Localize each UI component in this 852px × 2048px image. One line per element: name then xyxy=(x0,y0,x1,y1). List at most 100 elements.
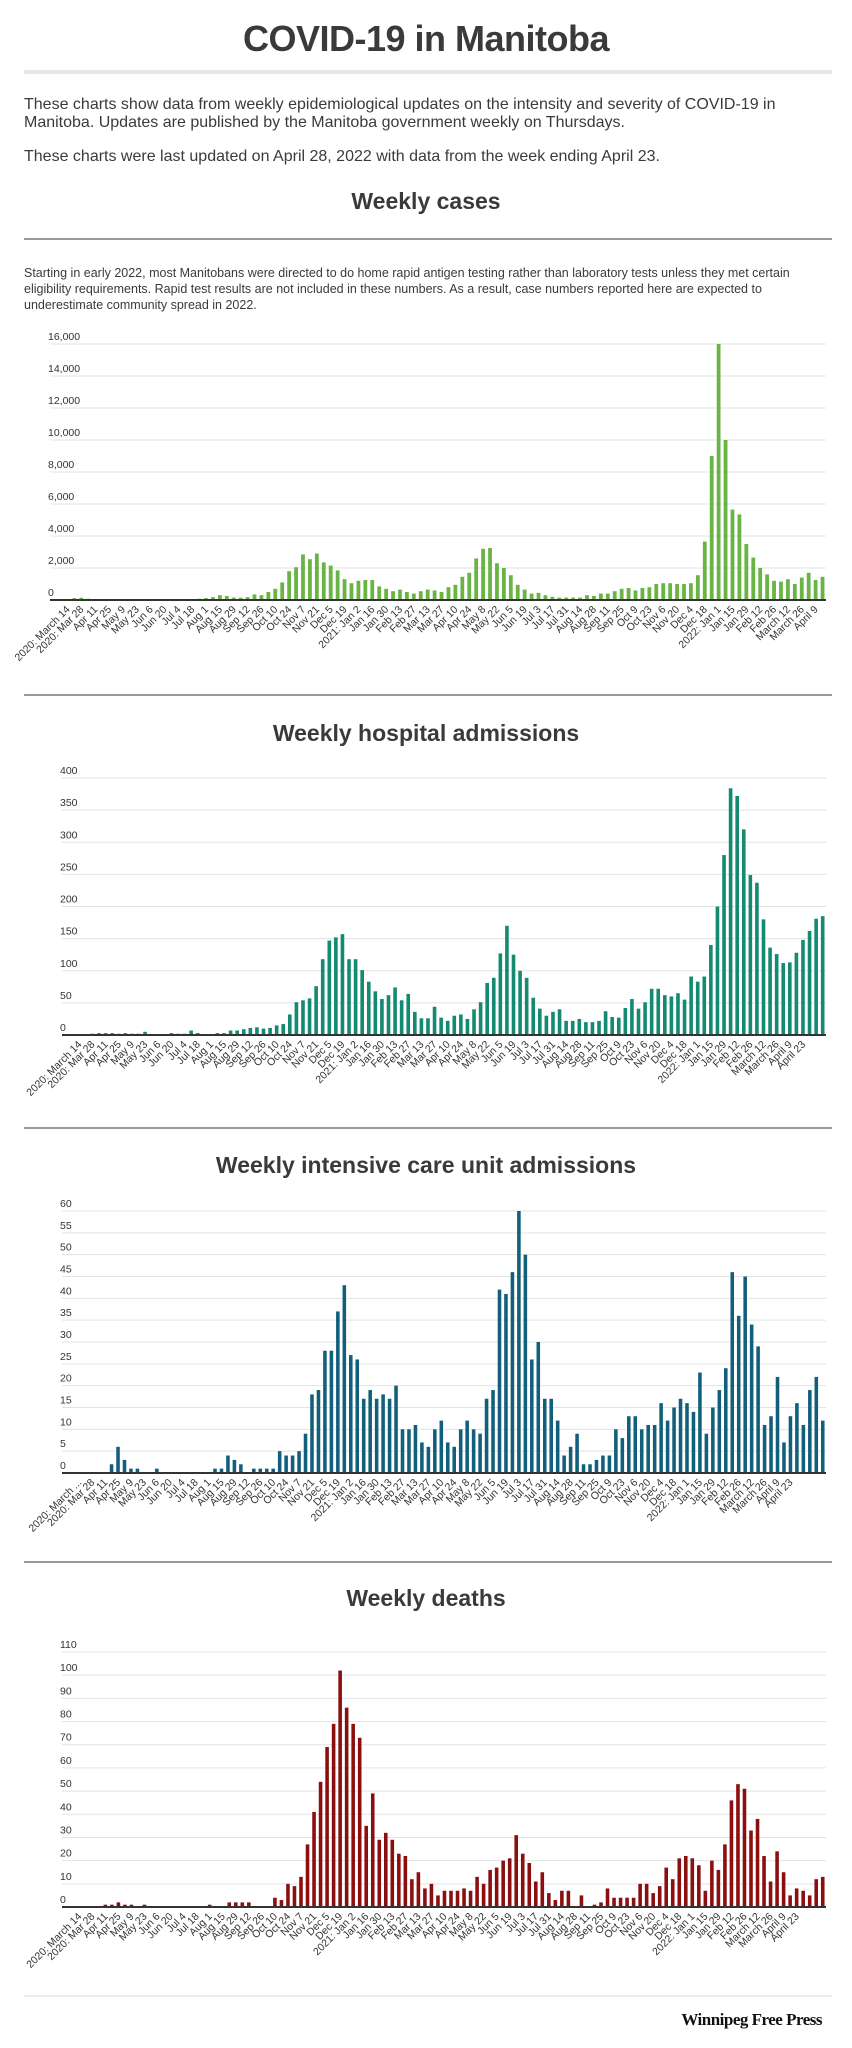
bar xyxy=(765,574,770,600)
bar xyxy=(820,916,825,1035)
bar xyxy=(135,1468,140,1473)
bar xyxy=(557,1009,562,1035)
y-tick-label: 60 xyxy=(60,1755,72,1767)
bar xyxy=(453,584,458,600)
bar xyxy=(601,1455,605,1473)
bar xyxy=(610,1017,614,1035)
bar xyxy=(261,1028,266,1035)
bar xyxy=(643,1002,647,1035)
bar xyxy=(390,1839,395,1907)
bar xyxy=(619,588,624,600)
bar xyxy=(814,918,818,1035)
bar xyxy=(633,1416,638,1473)
bar xyxy=(724,1368,728,1473)
bar xyxy=(429,1883,434,1907)
bar xyxy=(501,568,506,600)
bar xyxy=(691,1411,696,1473)
bar xyxy=(577,1018,582,1035)
bar xyxy=(768,1881,773,1907)
bar xyxy=(481,548,486,600)
bar xyxy=(460,576,465,600)
bar xyxy=(614,1429,618,1473)
y-tick-label: 14,000 xyxy=(48,363,80,375)
bar xyxy=(472,1009,476,1035)
bar xyxy=(605,593,610,600)
bar xyxy=(381,1394,385,1473)
bar xyxy=(465,1420,469,1473)
bar xyxy=(524,977,529,1035)
bar xyxy=(299,1876,303,1907)
bar xyxy=(416,1872,421,1907)
bar xyxy=(501,1860,505,1907)
bar xyxy=(398,589,402,600)
bar xyxy=(543,595,548,600)
bar xyxy=(742,1788,747,1907)
y-tick-label: 10 xyxy=(60,1871,72,1883)
bar xyxy=(685,1403,689,1473)
bar xyxy=(517,1211,521,1473)
bar xyxy=(370,580,375,600)
bar xyxy=(266,592,271,600)
bar xyxy=(646,1424,650,1473)
bar xyxy=(544,1015,549,1035)
bar xyxy=(644,1883,649,1907)
bar xyxy=(807,1895,812,1907)
bar xyxy=(638,1883,642,1907)
bar xyxy=(351,1723,355,1907)
bar xyxy=(110,1904,114,1907)
bar xyxy=(695,575,700,600)
y-tick-label: 45 xyxy=(60,1264,72,1276)
bar xyxy=(627,1416,631,1473)
y-tick-label: 10 xyxy=(60,1416,72,1428)
bar xyxy=(540,1872,545,1907)
bar xyxy=(508,575,513,600)
bar xyxy=(672,1407,676,1473)
bar xyxy=(792,584,797,600)
bar xyxy=(557,597,562,600)
bar xyxy=(241,1029,246,1035)
bar xyxy=(762,1424,767,1473)
bar xyxy=(683,1856,688,1907)
bar xyxy=(639,1429,644,1473)
bar xyxy=(618,1897,623,1907)
bar xyxy=(357,1737,362,1907)
bar xyxy=(795,1403,799,1473)
bar xyxy=(785,579,790,600)
bar xyxy=(399,1000,404,1035)
bar xyxy=(607,1455,612,1473)
bar xyxy=(307,998,312,1035)
bar xyxy=(273,1897,277,1907)
y-tick-label: 12,000 xyxy=(48,395,80,407)
deaths-title: Weekly deaths xyxy=(346,1585,506,1611)
bar xyxy=(303,1433,308,1473)
bar xyxy=(603,1011,608,1035)
bar xyxy=(123,1904,127,1907)
bar xyxy=(755,1818,760,1907)
bar xyxy=(636,1008,641,1035)
bar xyxy=(281,1024,286,1035)
bar xyxy=(735,795,739,1035)
bar xyxy=(310,1394,314,1473)
bar xyxy=(702,976,707,1035)
bar xyxy=(297,1451,301,1473)
bar xyxy=(301,554,305,600)
bar xyxy=(755,882,759,1035)
bar xyxy=(794,952,799,1035)
bar xyxy=(581,1464,586,1473)
y-tick-label: 20 xyxy=(60,1848,72,1860)
y-tick-label: 40 xyxy=(60,1285,72,1297)
bar xyxy=(729,1800,734,1907)
bar xyxy=(690,1858,695,1907)
bar xyxy=(677,1858,682,1907)
bar xyxy=(342,1285,347,1473)
bar xyxy=(813,580,818,600)
y-tick-label: 350 xyxy=(60,797,78,809)
bar xyxy=(452,1015,457,1035)
bar xyxy=(286,1883,290,1907)
bar xyxy=(657,1886,662,1907)
bar xyxy=(538,1008,542,1035)
bar xyxy=(364,1825,369,1907)
bar xyxy=(675,584,679,600)
bar xyxy=(116,1446,120,1473)
bar xyxy=(462,1888,466,1907)
